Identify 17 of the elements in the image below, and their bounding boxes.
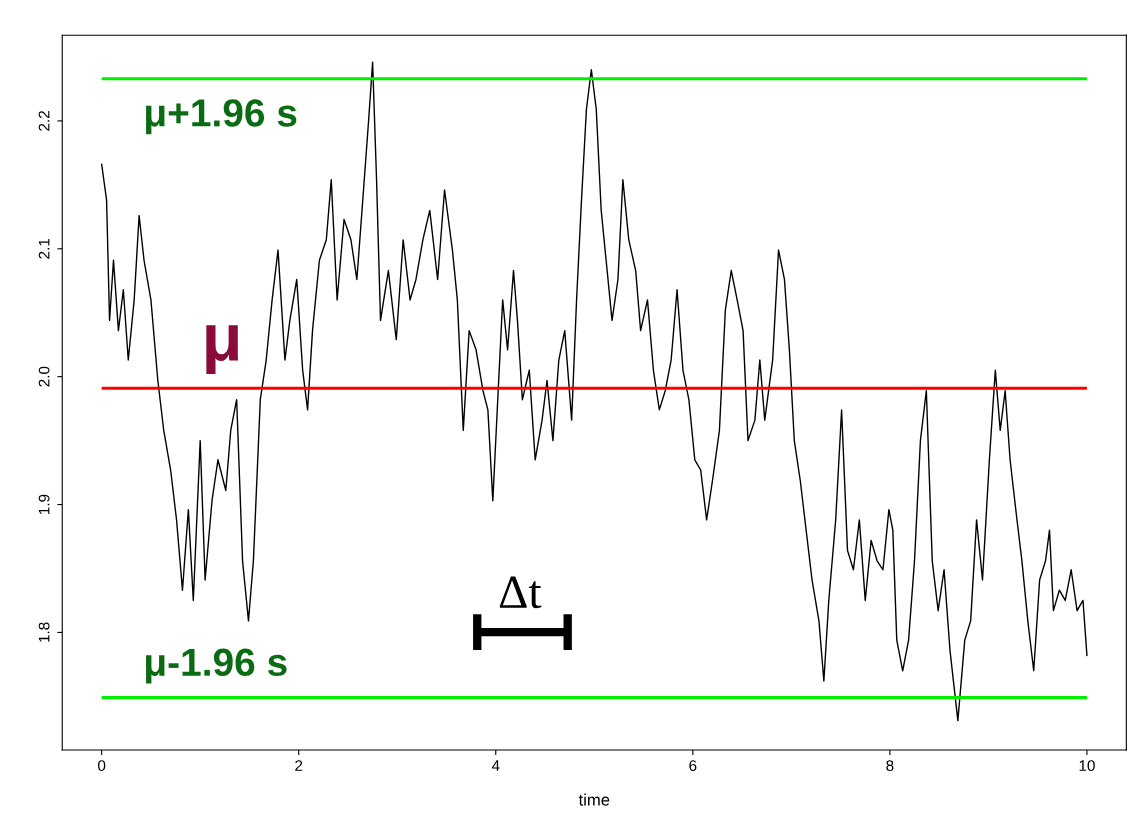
y-tick-label: 2.1	[38, 238, 50, 259]
annotation: Δt	[499, 576, 542, 609]
y-tick-label: 1.9	[38, 494, 50, 514]
x-tick-label: 2	[295, 760, 303, 771]
ref-line-label: μ	[206, 325, 239, 374]
x-tick-label: 6	[689, 760, 697, 772]
x-axis-title: time	[578, 793, 610, 806]
x-tick-label: 8	[886, 760, 894, 772]
x-tick-label: 0	[98, 760, 106, 772]
line-series	[100, 61, 1088, 722]
y-tick-label: 2.0	[38, 366, 50, 387]
y-tick-label: 1.8	[38, 622, 50, 642]
x-tick-label: 10	[1079, 760, 1095, 772]
y-tick-label: 2.2	[38, 111, 50, 131]
x-tick-label: 4	[491, 760, 500, 771]
ref-line-label: μ+1.96 s	[146, 99, 297, 135]
ref-line-label: μ-1.96 s	[146, 648, 287, 684]
